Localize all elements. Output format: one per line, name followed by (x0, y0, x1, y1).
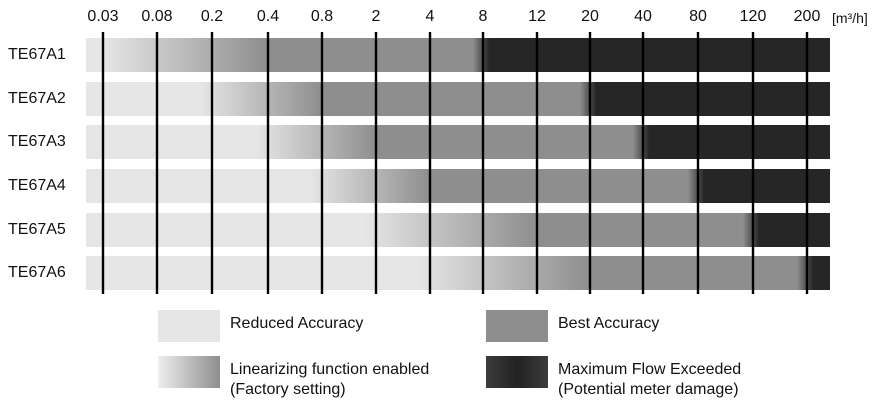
x-tick-label: 0.2 (200, 8, 224, 25)
legend-label-linearizing-line-2: (Factory setting) (230, 381, 346, 398)
x-tick-label: 200 (793, 8, 821, 25)
row-label-te67a3: TE67A3 (8, 133, 66, 150)
legend-swatch-best (486, 310, 548, 342)
row-label-te67a5: TE67A5 (8, 221, 66, 238)
x-tick-label: 8 (478, 8, 488, 25)
legend-label-best-line: Best Accuracy (558, 315, 660, 332)
bar-te67a6 (86, 256, 830, 290)
legend-item-best: Best Accuracy (486, 310, 659, 342)
legend-item-reduced: Reduced Accuracy (158, 310, 363, 342)
x-tick-label: 0.03 (87, 8, 119, 25)
bar-te67a2 (86, 82, 830, 116)
legend-label-max-flow-line-2: (Potential meter damage) (558, 381, 739, 398)
x-tick-label: 0.4 (256, 8, 280, 25)
row-label-te67a4: TE67A4 (8, 177, 66, 194)
bar-te67a1 (86, 38, 830, 72)
legend-swatch-linearizing (158, 356, 220, 388)
x-tick-label: 0.08 (141, 8, 173, 25)
legend-swatch-reduced (158, 310, 220, 342)
legend-label-reduced-line: Reduced Accuracy (230, 315, 364, 332)
legend-label-best: Best Accuracy (558, 310, 659, 334)
x-tick-label: 0.8 (310, 8, 334, 25)
x-tick-label: 12 (528, 8, 546, 25)
x-tick-label: 2 (371, 8, 381, 25)
legend-item-max-flow: Maximum Flow Exceeded (Potential meter d… (486, 356, 741, 400)
bar-te67a5 (86, 213, 830, 247)
legend-label-reduced: Reduced Accuracy (230, 310, 363, 334)
legend-label-max-flow: Maximum Flow Exceeded (Potential meter d… (558, 356, 741, 400)
unit-label: [m³/h] (832, 10, 868, 26)
legend-label-max-flow-line-1: Maximum Flow Exceeded (558, 361, 742, 378)
x-tick-label: 80 (689, 8, 707, 25)
bars-layer (86, 38, 830, 290)
bar-te67a3 (86, 125, 830, 159)
row-label-te67a2: TE67A2 (8, 90, 66, 107)
x-tick-label: 20 (581, 8, 599, 25)
row-label-te67a6: TE67A6 (8, 264, 66, 281)
legend-swatch-max-flow (486, 356, 548, 388)
tick-lines (101, 32, 809, 294)
x-tick-label: 120 (739, 8, 767, 25)
x-tick-label: 4 (425, 8, 435, 25)
legend-label-linearizing: Linearizing function enabled (Factory se… (230, 356, 429, 400)
legend-label-linearizing-line-1: Linearizing function enabled (230, 361, 430, 378)
bar-te67a4 (86, 169, 830, 203)
row-label-te67a1: TE67A1 (8, 46, 66, 63)
x-tick-label: 40 (634, 8, 652, 25)
legend-item-linearizing: Linearizing function enabled (Factory se… (158, 356, 429, 400)
